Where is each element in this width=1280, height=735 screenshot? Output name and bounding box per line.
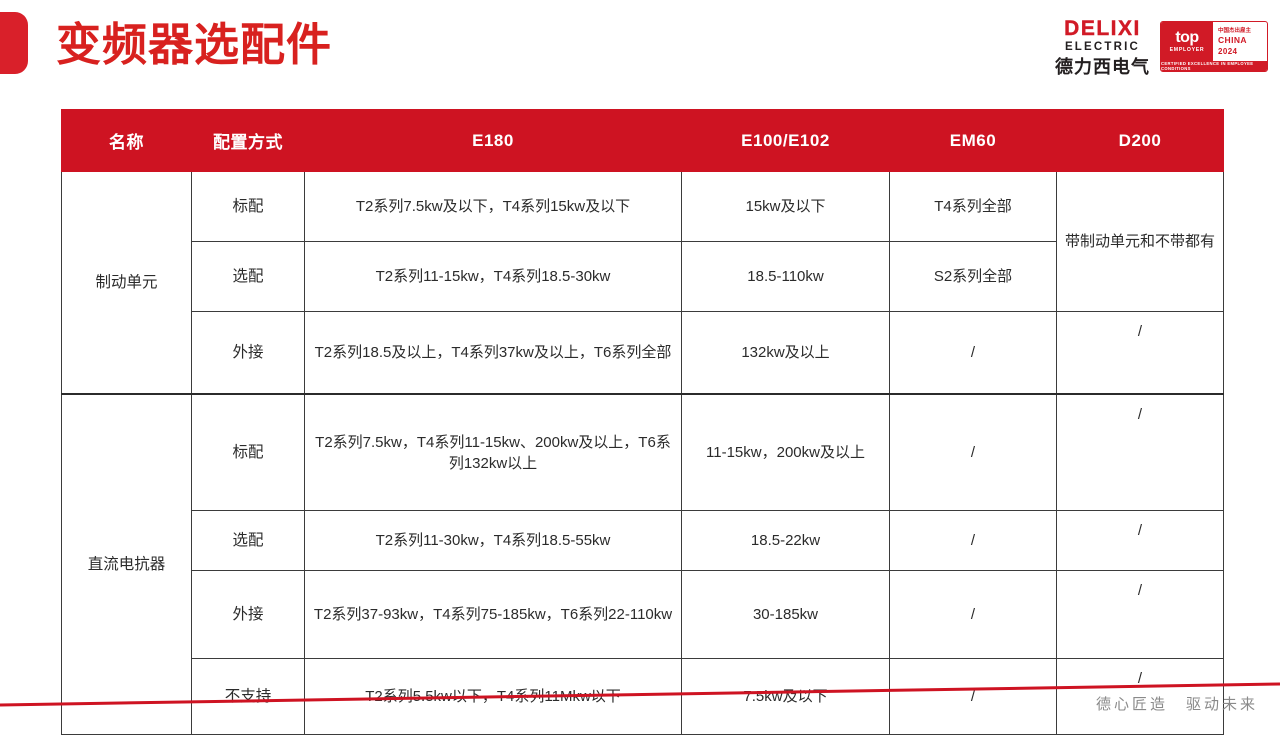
delixi-logo: DELIXI ELECTRIC 德力西电气	[1055, 18, 1150, 76]
table-row: 外接 T2系列37-93kw，T4系列75-185kw，T6系列22-110kw…	[62, 570, 1224, 659]
mode-cell: 标配	[191, 171, 305, 242]
cell-e180: T2系列7.5kw及以下，T4系列15kw及以下	[304, 171, 682, 242]
cell-d200: /	[1056, 510, 1224, 571]
mode-cell: 外接	[191, 570, 305, 659]
cell-e100: 18.5-110kw	[681, 241, 890, 312]
column-header-e100: E100/E102	[681, 109, 890, 172]
cell-em60: /	[889, 570, 1057, 659]
cell-em60: S2系列全部	[889, 241, 1057, 312]
table-row: 直流电抗器 标配 T2系列7.5kw，T4系列11-15kw、200kw及以上，…	[61, 393, 1224, 735]
footer-slogan: 德心匠造 驱动未来	[1095, 696, 1258, 713]
cell-d200: /	[1056, 570, 1224, 659]
badge-top-word: top	[1175, 28, 1199, 46]
table-body: 制动单元 标配 T2系列7.5kw及以下，T4系列15kw及以下 15kw及以下…	[61, 171, 1224, 735]
column-header-e180: E180	[304, 109, 682, 172]
badge-employer-word: EMPLOYER	[1169, 46, 1205, 53]
cell-em60: /	[889, 510, 1057, 571]
column-header-mode: 配置方式	[191, 109, 305, 172]
footer-decoration	[0, 668, 1280, 720]
cell-em60: /	[889, 393, 1057, 511]
badge-text-block: 中国杰出雇主 CHINA 2024	[1213, 22, 1267, 61]
brand-sub-en: ELECTRIC	[1064, 41, 1141, 53]
cell-e100: 30-185kw	[681, 570, 890, 659]
cell-e100: 18.5-22kw	[681, 510, 890, 571]
badge-country: CHINA	[1218, 34, 1247, 45]
badge-main: top EMPLOYER 中国杰出雇主 CHINA 2024	[1161, 22, 1267, 62]
cell-d200-merged: 带制动单元和不带都有	[1056, 171, 1224, 312]
column-header-em60: EM60	[889, 109, 1057, 172]
title-accent-marker	[0, 12, 28, 74]
mode-cell: 标配	[191, 393, 305, 511]
cell-e100: 11-15kw，200kw及以上	[681, 393, 890, 511]
cell-em60: /	[889, 311, 1057, 395]
cell-e180: T2系列37-93kw，T4系列75-185kw，T6系列22-110kw	[304, 570, 682, 659]
brand-name-cn: 德力西电气	[1055, 56, 1150, 77]
badge-certification-strip: CERTIFIED EXCELLENCE IN EMPLOYEE CONDITI…	[1161, 61, 1267, 72]
column-header-name: 名称	[61, 109, 192, 172]
top-employer-badge: top EMPLOYER 中国杰出雇主 CHINA 2024 CERTIFIED…	[1160, 21, 1268, 73]
cell-d200: /	[1056, 311, 1224, 395]
brand-block: DELIXI ELECTRIC 德力西电气 top EMPLOYER 中国杰出雇…	[1055, 18, 1268, 76]
cell-e100: 15kw及以下	[681, 171, 890, 242]
table-row: 选配 T2系列11-15kw，T4系列18.5-30kw 18.5-110kw …	[62, 241, 1224, 312]
cell-d200: /	[1056, 393, 1224, 511]
cell-e180: T2系列18.5及以上，T4系列37kw及以上，T6系列全部	[304, 311, 682, 395]
table-row: 选配 T2系列11-30kw，T4系列18.5-55kw 18.5-22kw /…	[62, 510, 1224, 571]
mode-cell: 外接	[191, 311, 305, 395]
cell-e180: T2系列11-30kw，T4系列18.5-55kw	[304, 510, 682, 571]
page-title: 变频器选配件	[56, 19, 333, 70]
group-name-brake-unit: 制动单元	[61, 171, 192, 395]
brand-name-en: DELIXI	[1064, 17, 1141, 40]
badge-year: 2024	[1218, 46, 1238, 56]
accessory-spec-table: 名称 配置方式 E180 E100/E102 EM60 D200 制动单元 标配…	[61, 109, 1224, 735]
table-header-row: 名称 配置方式 E180 E100/E102 EM60 D200	[61, 109, 1224, 172]
footer-diagonal-line-icon	[0, 682, 1280, 707]
table-row: 制动单元 标配 T2系列7.5kw及以下，T4系列15kw及以下 15kw及以下…	[61, 171, 1224, 395]
mode-cell: 选配	[191, 241, 305, 312]
mode-cell: 选配	[191, 510, 305, 571]
badge-logo-block: top EMPLOYER	[1161, 22, 1213, 62]
cell-em60: T4系列全部	[889, 171, 1057, 242]
badge-cn-text: 中国杰出雇主	[1218, 27, 1252, 34]
table-row: 外接 T2系列18.5及以上，T4系列37kw及以上，T6系列全部 132kw及…	[62, 311, 1224, 395]
cell-e180: T2系列7.5kw，T4系列11-15kw、200kw及以上，T6系列132kw…	[304, 393, 682, 511]
cell-e100: 132kw及以上	[681, 311, 890, 395]
table-head: 名称 配置方式 E180 E100/E102 EM60 D200	[61, 109, 1224, 172]
column-header-d200: D200	[1056, 109, 1224, 172]
group-name-dc-reactor: 直流电抗器	[61, 393, 192, 735]
cell-e180: T2系列11-15kw，T4系列18.5-30kw	[304, 241, 682, 312]
